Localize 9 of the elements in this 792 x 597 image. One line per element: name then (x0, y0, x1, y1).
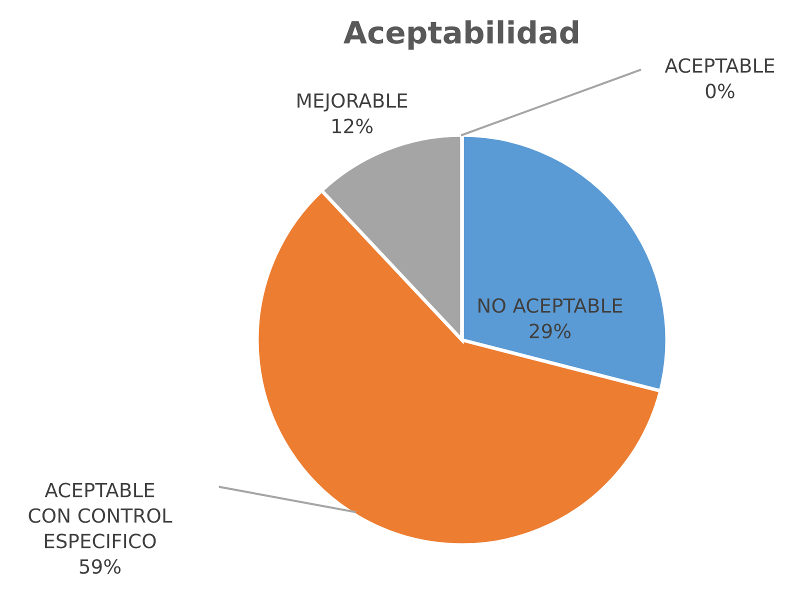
slice-label: ACEPTABLE CON CONTROL ESPECIFICO (28, 482, 172, 548)
data-label: 29% (530, 324, 571, 338)
data-label: 12% (332, 118, 373, 134)
slice-label: NO ACEPTABLE (478, 298, 622, 313)
category-label: ACEPTABLE (664, 58, 774, 73)
slice-label: MEJORABLE (298, 93, 408, 112)
chart-title: Aceptabilidad (344, 20, 578, 50)
text: 0% (706, 84, 734, 98)
data-label: 59% (80, 559, 121, 574)
